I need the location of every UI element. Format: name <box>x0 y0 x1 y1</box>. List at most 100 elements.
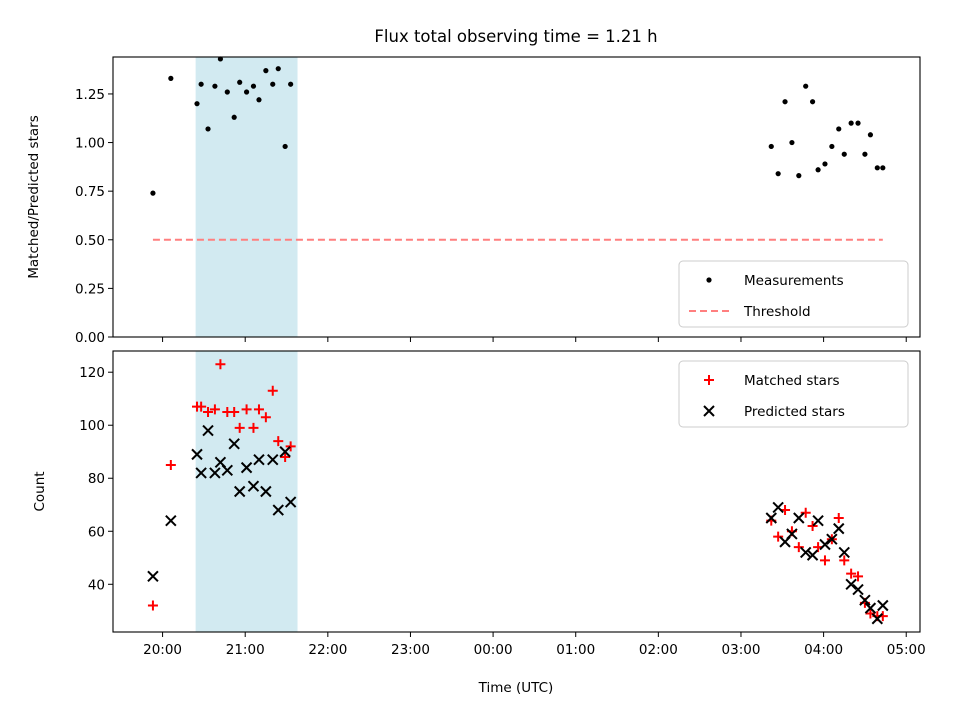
matched-star-point <box>215 359 226 370</box>
matched-star-point <box>260 412 271 423</box>
matched-star-point <box>273 436 284 447</box>
matched-star-point <box>285 441 296 452</box>
x-tick-label: 22:00 <box>308 642 347 658</box>
measurement-point <box>874 165 880 171</box>
predicted-star-point <box>209 467 221 479</box>
measurement-point <box>867 132 874 138</box>
y-tick-label: 1.00 <box>75 136 105 152</box>
matched-star-point <box>147 600 158 611</box>
matched-star-point <box>280 452 291 463</box>
measurement-point <box>855 120 861 126</box>
predicted-star-point <box>826 533 838 545</box>
matched-star-point <box>234 422 245 433</box>
measurement-point <box>237 79 243 85</box>
x-tick-label: 04:00 <box>804 642 843 658</box>
measurement-point <box>768 143 774 150</box>
predicted-star-point <box>765 512 777 524</box>
predicted-star-point <box>195 467 207 479</box>
x-axis-label: Time (UTC) <box>478 680 554 696</box>
y-tick-label: 80 <box>88 471 105 487</box>
measurement-point <box>224 89 230 95</box>
measurement-point <box>848 120 854 126</box>
legend-measurement-swatch <box>706 277 712 283</box>
legend-matched-swatch <box>704 375 714 385</box>
measurement-point <box>282 143 288 150</box>
matched-star-point <box>165 459 176 470</box>
matched-star-point <box>773 531 784 542</box>
matched-star-point <box>839 555 850 566</box>
predicted-star-point <box>864 602 877 614</box>
predicted-star-point <box>233 485 246 498</box>
matched-star-point <box>833 513 844 524</box>
measurement-point <box>198 81 204 87</box>
measurement-point <box>263 68 269 74</box>
x-tick-label: 21:00 <box>226 642 265 658</box>
measurement-point <box>782 99 788 105</box>
predicted-star-point <box>871 613 884 625</box>
matched-star-point <box>209 404 220 415</box>
measurement-point <box>809 99 816 105</box>
chart-title: Flux total observing time = 1.21 h <box>374 27 657 46</box>
x-tick-label: 05:00 <box>887 642 926 658</box>
axes-frame <box>112 350 921 633</box>
x-tick-label: 00:00 <box>474 642 513 658</box>
predicted-star-point <box>165 514 177 527</box>
measurement-point <box>836 126 842 132</box>
predicted-star-point <box>147 570 159 583</box>
y-tick-label: 100 <box>79 418 105 434</box>
y-tick-label: 0.50 <box>75 233 105 249</box>
measurement-point <box>880 165 886 171</box>
predicted-star-point <box>221 464 234 476</box>
predicted-star-point <box>852 583 864 596</box>
legend-box <box>678 360 909 428</box>
matched-star-point <box>846 568 857 579</box>
matched-star-point <box>196 401 207 412</box>
matched-star-point <box>853 571 864 582</box>
matched-star-point <box>253 404 264 415</box>
shaded-region <box>195 351 298 632</box>
y-axis-label: Count <box>32 471 48 511</box>
predicted-star-point <box>877 599 889 612</box>
measurement-point <box>217 56 224 62</box>
measurement-point <box>168 75 174 81</box>
legend-label: Measurements <box>744 273 844 289</box>
matched-star-point <box>248 422 259 433</box>
measurement-point <box>841 151 847 157</box>
matched-star-point <box>241 404 252 415</box>
x-tick-label: 01:00 <box>556 642 595 658</box>
measurement-point <box>803 83 809 89</box>
predicted-star-point <box>228 438 240 450</box>
matched-star-point <box>267 385 278 396</box>
measurement-point <box>789 139 795 146</box>
predicted-star-point <box>191 448 203 461</box>
y-tick-label: 1.25 <box>75 87 105 103</box>
predicted-star-point <box>799 546 812 559</box>
measurement-point <box>205 126 211 132</box>
measurement-point <box>243 89 250 95</box>
y-tick-label: 0.25 <box>75 281 105 297</box>
legend-label: Matched stars <box>744 373 840 389</box>
measurement-point <box>212 83 218 89</box>
predicted-star-point <box>812 514 824 527</box>
y-tick-label: 0.00 <box>75 330 105 346</box>
bottom-panel: 40 60 80 100 120 20:00 21:00 22:00 23:00 00:00 01:… <box>32 350 926 658</box>
legend-label: Predicted stars <box>744 404 845 420</box>
y-tick-label: 120 <box>79 365 105 381</box>
matched-star-point <box>800 507 811 518</box>
predicted-star-point <box>838 546 850 559</box>
predicted-star-point <box>284 496 297 508</box>
measurement-point <box>270 81 276 87</box>
predicted-star-point <box>279 446 291 458</box>
matched-star-point <box>819 555 830 566</box>
measurement-point <box>815 167 821 173</box>
measurement-point <box>862 151 868 157</box>
matched-star-point <box>203 406 214 417</box>
y-axis-label: Matched/Predicted stars <box>26 115 42 278</box>
legend-box <box>678 260 909 328</box>
matched-star-point <box>793 542 804 553</box>
x-tick-label: 23:00 <box>391 642 430 658</box>
y-tick-label: 40 <box>88 577 105 593</box>
legend-predicted-swatch <box>703 405 715 417</box>
